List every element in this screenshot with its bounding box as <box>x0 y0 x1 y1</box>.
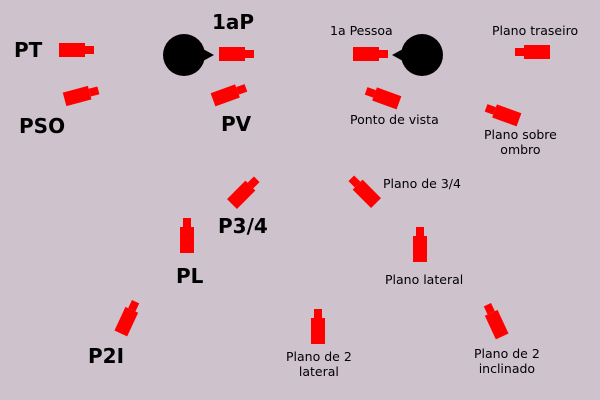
label-plano-traseiro: Plano traseiro <box>492 23 579 38</box>
label-pso: PSO <box>19 114 66 138</box>
label-p2i: P2I <box>88 344 125 368</box>
camera-1a-pessoa-icon <box>353 47 388 61</box>
label-plano-de-2-lateral: Plano de 2 lateral <box>286 349 352 379</box>
label-plano-de-2-lateral-line1: Plano de 2 <box>286 349 352 364</box>
camera-p2i-icon <box>114 299 140 337</box>
label-pv: PV <box>221 112 252 136</box>
label-plano-de-2-inclinado: Plano de 2 inclinado <box>474 346 540 376</box>
camera-plano-de-2-lateral-icon <box>311 309 325 344</box>
subject-head-left-icon <box>163 34 214 76</box>
camera-pv-icon <box>210 84 248 107</box>
label-ponto-de-vista: Ponto de vista <box>350 112 439 127</box>
label-plano-de-2-inclinado-line1: Plano de 2 <box>474 346 540 361</box>
camera-pt-icon <box>59 43 94 57</box>
label-plano-de-2-inclinado-line2: inclinado <box>478 361 536 376</box>
camera-pso-icon <box>62 85 100 107</box>
label-plano-de-2-lateral-line2: lateral <box>298 364 339 379</box>
label-1a-pessoa: 1a Pessoa <box>330 23 393 38</box>
camera-p34-icon <box>227 176 260 209</box>
label-pl: PL <box>176 264 204 288</box>
label-plano-sobre-ombro: Plano sobre ombro <box>484 127 557 157</box>
label-1ap: 1aP <box>212 10 255 34</box>
label-pt: PT <box>14 38 43 62</box>
camera-plano-de-3-4-icon <box>348 175 381 208</box>
label-p34: P3/4 <box>218 214 268 238</box>
camera-plano-de-2-inclinado-icon <box>483 302 509 340</box>
subject-head-right-icon <box>392 34 443 76</box>
camera-ponto-de-vista-icon <box>364 87 402 110</box>
camera-1ap-icon <box>219 47 254 61</box>
camera-plano-lateral-icon <box>413 227 427 262</box>
label-plano-sobre-ombro-line1: Plano sobre <box>484 127 557 142</box>
label-plano-sobre-ombro-line2: ombro <box>500 142 541 157</box>
camera-plano-traseiro-icon <box>515 45 550 59</box>
label-plano-de-3-4: Plano de 3/4 <box>383 176 461 191</box>
camera-pl-icon <box>180 218 194 253</box>
camera-plano-sobre-ombro-icon <box>484 104 522 127</box>
label-plano-lateral: Plano lateral <box>385 272 464 287</box>
